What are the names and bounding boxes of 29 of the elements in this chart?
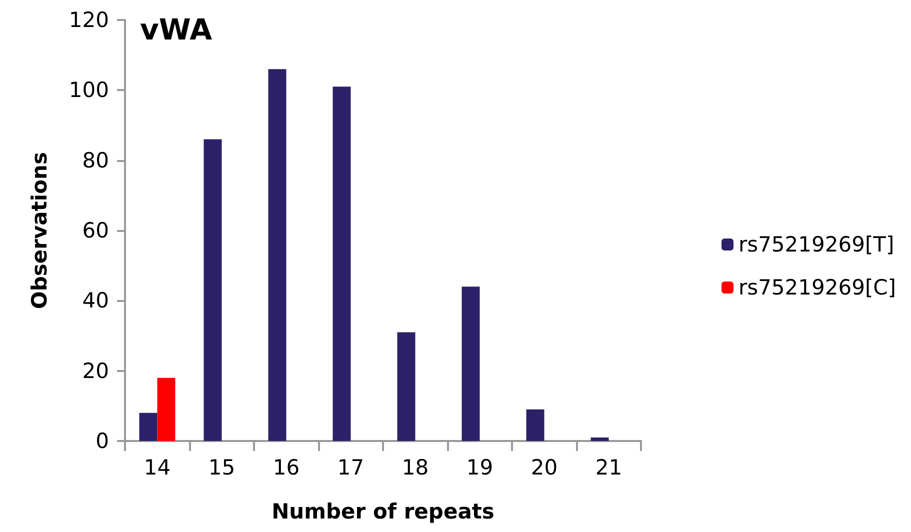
y-tick-label: 40	[82, 288, 109, 313]
y-tick-label: 80	[82, 148, 109, 172]
x-tick-label: 19	[466, 456, 494, 480]
bar	[462, 286, 480, 441]
bar	[590, 437, 609, 441]
x-tick-label: 21	[595, 456, 622, 480]
bar	[139, 412, 158, 441]
legend-label: rs75219269[T]	[738, 232, 894, 256]
y-axis-title: Observations	[28, 152, 52, 309]
y-tick-label: 60	[82, 218, 109, 242]
bar	[268, 69, 286, 441]
bar	[204, 139, 222, 441]
x-tick-label: 15	[208, 456, 236, 480]
x-tick-label: 16	[272, 456, 300, 480]
bar	[397, 332, 416, 441]
x-tick-label: 14	[144, 456, 171, 480]
y-tick-label: 20	[82, 358, 109, 383]
x-tick-label: 17	[337, 456, 364, 480]
y-tick-label: 120	[68, 8, 109, 32]
bar	[526, 409, 544, 441]
chart-title: vWA	[140, 12, 213, 46]
bar	[157, 378, 176, 441]
x-axis-title: Number of repeats	[272, 500, 494, 524]
y-tick-label: 0	[96, 429, 109, 453]
x-tick-label: 18	[402, 456, 429, 480]
legend-label: rs75219269[C]	[738, 276, 896, 300]
bar	[332, 86, 351, 441]
x-tick-label: 20	[530, 456, 558, 480]
y-tick-label: 100	[68, 78, 109, 102]
